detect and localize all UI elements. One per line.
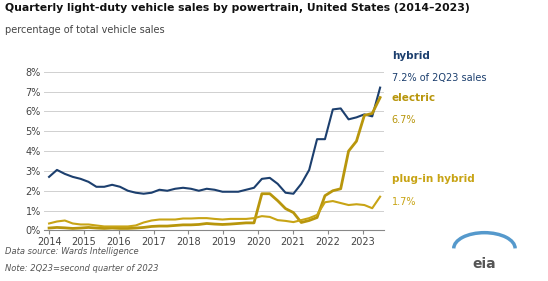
Text: plug-in hybrid: plug-in hybrid — [392, 174, 475, 184]
Text: Data source: Wards Intelligence: Data source: Wards Intelligence — [5, 247, 139, 256]
Text: Note: 2Q23=second quarter of 2023: Note: 2Q23=second quarter of 2023 — [5, 264, 159, 273]
Text: 6.7%: 6.7% — [392, 115, 416, 125]
Text: electric: electric — [392, 93, 436, 103]
Text: eia: eia — [472, 257, 496, 271]
Text: percentage of total vehicle sales: percentage of total vehicle sales — [5, 25, 165, 35]
Text: 1.7%: 1.7% — [392, 197, 416, 207]
Text: 7.2% of 2Q23 sales: 7.2% of 2Q23 sales — [392, 73, 486, 83]
Text: Quarterly light-duty vehicle sales by powertrain, United States (2014–2023): Quarterly light-duty vehicle sales by po… — [5, 3, 470, 13]
Text: hybrid: hybrid — [392, 51, 430, 61]
